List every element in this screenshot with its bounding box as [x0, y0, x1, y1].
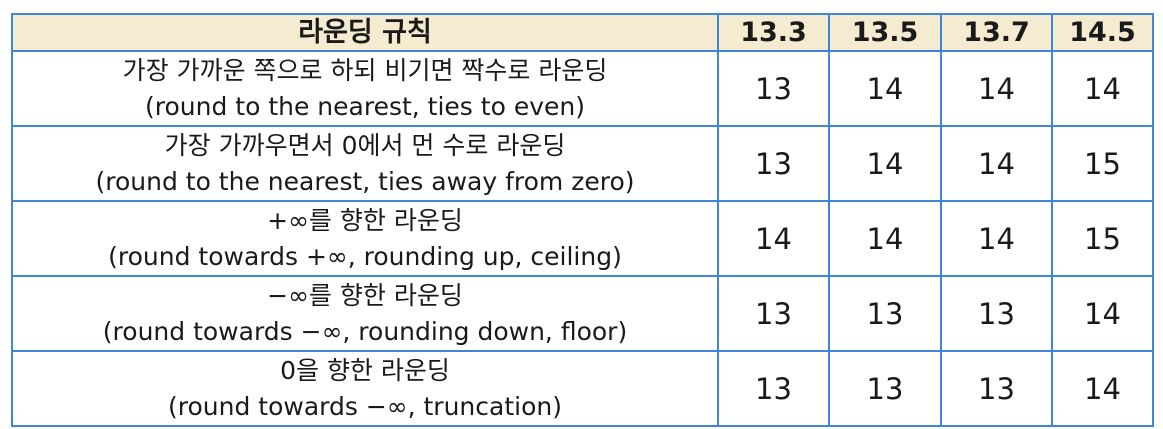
value-cell: 14 [940, 200, 1053, 277]
value-cell: 14 [1051, 50, 1154, 127]
header-rounding-rule: 라운딩 규칙 [11, 13, 719, 52]
value-cell: 13 [717, 50, 830, 127]
header-value-13-5: 13.5 [828, 13, 942, 52]
rule-english: (round towards −∞, truncation) [168, 391, 562, 421]
rule-cell: 가장 가까우면서 0에서 먼 수로 라운딩 (round to the near… [11, 125, 719, 202]
value-cell: 13 [828, 275, 942, 352]
value-cell: 14 [828, 200, 942, 277]
rule-cell: −∞를 향한 라운딩 (round towards −∞, rounding d… [11, 275, 719, 352]
rule-english: (round to the nearest, ties away from ze… [95, 166, 635, 196]
value-cell: 14 [828, 125, 942, 202]
value-cell: 13 [717, 125, 830, 202]
value-cell: 13 [940, 350, 1053, 427]
rule-korean: 가장 가까운 쪽으로 하되 비기면 짝수로 라운딩 [122, 55, 608, 85]
value-cell: 14 [1051, 350, 1154, 427]
value-cell: 14 [940, 125, 1053, 202]
table-row: 가장 가까운 쪽으로 하되 비기면 짝수로 라운딩 (round to the … [11, 50, 1154, 127]
rule-korean: −∞를 향한 라운딩 [267, 280, 463, 310]
value-cell: 14 [717, 200, 830, 277]
rule-english: (round towards −∞, rounding down, floor) [102, 316, 628, 346]
value-cell: 13 [828, 350, 942, 427]
value-cell: 15 [1051, 125, 1154, 202]
value-cell: 13 [717, 350, 830, 427]
rule-korean: 0을 향한 라운딩 [280, 355, 450, 385]
table-header-row: 라운딩 규칙 13.3 13.5 13.7 14.5 [11, 13, 1154, 52]
rule-korean: 가장 가까우면서 0에서 먼 수로 라운딩 [164, 130, 566, 160]
table-row: −∞를 향한 라운딩 (round towards −∞, rounding d… [11, 275, 1154, 352]
rule-korean: +∞를 향한 라운딩 [267, 205, 463, 235]
value-cell: 14 [828, 50, 942, 127]
header-value-13-7: 13.7 [940, 13, 1053, 52]
header-value-14-5: 14.5 [1051, 13, 1154, 52]
value-cell: 13 [717, 275, 830, 352]
value-cell: 14 [1051, 275, 1154, 352]
value-cell: 14 [940, 50, 1053, 127]
table-row: 가장 가까우면서 0에서 먼 수로 라운딩 (round to the near… [11, 125, 1154, 202]
rule-english: (round towards +∞, rounding up, ceiling) [108, 241, 622, 271]
value-cell: 15 [1051, 200, 1154, 277]
rule-cell: 가장 가까운 쪽으로 하되 비기면 짝수로 라운딩 (round to the … [11, 50, 719, 127]
rule-cell: +∞를 향한 라운딩 (round towards +∞, rounding u… [11, 200, 719, 277]
table-row: +∞를 향한 라운딩 (round towards +∞, rounding u… [11, 200, 1154, 277]
rule-english: (round to the nearest, ties to even) [145, 91, 585, 121]
value-cell: 13 [940, 275, 1053, 352]
rounding-rules-table: 라운딩 규칙 13.3 13.5 13.7 14.5 가장 가까운 쪽으로 하되… [11, 13, 1154, 427]
table-row: 0을 향한 라운딩 (round towards −∞, truncation)… [11, 350, 1154, 427]
rule-cell: 0을 향한 라운딩 (round towards −∞, truncation) [11, 350, 719, 427]
header-value-13-3: 13.3 [717, 13, 830, 52]
